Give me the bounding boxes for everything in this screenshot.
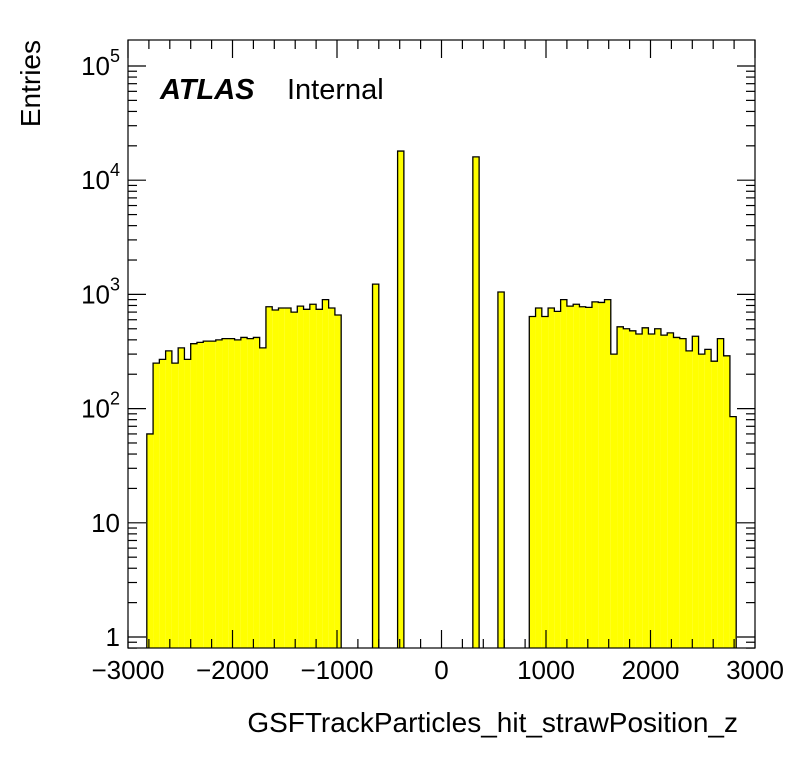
histogram-bar — [397, 151, 404, 649]
histogram-bar — [566, 306, 574, 648]
histogram-bar — [184, 359, 191, 648]
x-tick-label: 3000 — [726, 655, 784, 685]
y-tick-label: 104 — [81, 160, 120, 195]
histogram-bar — [309, 304, 317, 648]
histogram-bar — [679, 338, 687, 648]
histogram-bar — [328, 308, 335, 648]
histogram-bar — [560, 299, 567, 648]
histogram-bar — [234, 339, 241, 648]
histogram-bar — [692, 336, 699, 648]
histogram-bar — [265, 306, 273, 648]
x-tick-label: −3000 — [91, 655, 164, 685]
x-tick-label: −2000 — [196, 655, 269, 685]
histogram-bar — [334, 315, 342, 648]
histogram-bar — [591, 301, 599, 648]
histogram-bar — [623, 328, 630, 648]
y-tick-label: 105 — [81, 46, 120, 81]
histogram-bar — [284, 308, 292, 648]
histogram-bar — [153, 363, 160, 648]
histogram-bar — [554, 311, 561, 648]
histogram-bar — [215, 339, 223, 648]
histogram-bar — [642, 327, 649, 648]
histogram-bar — [667, 332, 674, 648]
histogram-bar — [247, 338, 254, 648]
histogram-bar — [698, 354, 705, 648]
histogram-bar — [610, 354, 618, 648]
histogram-bar — [190, 343, 197, 648]
histogram-bar — [673, 337, 680, 648]
histogram-bar — [529, 316, 536, 648]
histogram-bars — [146, 150, 737, 649]
histogram-bar — [203, 341, 210, 648]
histogram-bar — [497, 291, 505, 648]
histogram-bar — [648, 334, 655, 648]
histogram-bar — [535, 308, 542, 648]
histogram-bar — [146, 433, 154, 648]
histogram-bar — [278, 308, 285, 648]
y-tick-label: 103 — [81, 274, 120, 309]
histogram-bar — [171, 363, 179, 648]
histogram-bar — [660, 335, 668, 648]
histogram-bar — [222, 338, 229, 648]
histogram-bar — [165, 350, 172, 648]
histogram-bar — [704, 349, 712, 648]
histogram-bar — [472, 156, 480, 648]
internal-label: Internal — [287, 74, 384, 106]
histogram-bar — [322, 299, 329, 648]
histogram-bar — [729, 416, 737, 648]
histogram-bar — [316, 309, 323, 648]
histogram-bar — [297, 306, 304, 648]
histogram-bar — [196, 342, 204, 648]
histogram-bar — [240, 337, 248, 648]
histogram-outline — [146, 150, 737, 648]
histogram-bar — [573, 304, 580, 648]
histogram-bar — [178, 347, 185, 648]
histogram-bar — [598, 302, 605, 648]
histogram-bar — [291, 312, 298, 648]
histogram-bar — [209, 341, 216, 648]
x-tick-label: 2000 — [622, 655, 680, 685]
x-tick-label: 0 — [434, 655, 448, 685]
y-axis-title: Entries — [15, 40, 46, 127]
y-tick-label: 1 — [106, 622, 120, 652]
histogram-bar — [604, 299, 611, 648]
x-tick-labels: −3000 −2000 −1000 0 1000 2000 3000 — [91, 655, 783, 685]
histogram-bar — [629, 330, 636, 648]
histogram-bar — [635, 334, 643, 648]
y-tick-label: 10 — [91, 508, 120, 538]
histogram-bar — [228, 338, 235, 648]
histogram-bar — [253, 337, 260, 648]
histogram-bar — [654, 328, 661, 648]
axis-ticks — [127, 40, 756, 649]
histogram-bar — [585, 307, 592, 648]
y-tick-label: 102 — [81, 389, 120, 424]
atlas-label: ATLAS — [159, 74, 255, 106]
histogram-bar — [617, 326, 624, 648]
x-tick-label: 1000 — [517, 655, 575, 685]
x-axis-title: GSFTrackParticles_hit_strawPosition_z — [247, 707, 738, 738]
histogram-bar — [717, 338, 724, 648]
histogram-bar — [579, 306, 586, 648]
histogram-bar — [723, 355, 730, 648]
histogram-bar — [159, 359, 166, 648]
histogram-bar — [711, 361, 718, 648]
histogram-bar — [259, 347, 266, 648]
histogram-bar — [272, 310, 279, 648]
histogram-bar — [372, 284, 379, 648]
x-tick-label: −1000 — [300, 655, 373, 685]
histogram-bar — [303, 309, 310, 648]
y-tick-labels: 1 10 102 103 104 105 — [81, 46, 120, 652]
histogram-bar — [548, 308, 555, 648]
histogram-bar — [686, 350, 693, 648]
histogram-bar — [541, 316, 549, 648]
